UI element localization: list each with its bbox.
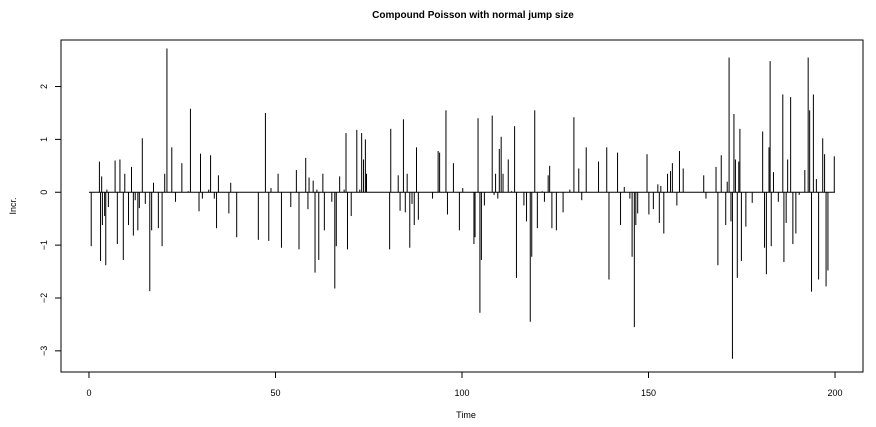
x-tick-label: 0 bbox=[86, 388, 91, 398]
plot-frame bbox=[60, 39, 864, 373]
y-tick-label: 0 bbox=[39, 190, 49, 195]
x-tick-label: 100 bbox=[454, 388, 469, 398]
y-tick-label: −3 bbox=[39, 346, 49, 356]
y-tick-label: −1 bbox=[39, 240, 49, 250]
x-axis-label: Time bbox=[456, 410, 476, 420]
y-tick-label: 1 bbox=[39, 137, 49, 142]
x-tick-label: 150 bbox=[641, 388, 656, 398]
x-tick-label: 50 bbox=[270, 388, 280, 398]
chart-title: Compound Poisson with normal jump size bbox=[372, 10, 574, 21]
y-tick-label: −2 bbox=[39, 293, 49, 303]
x-tick-label: 200 bbox=[828, 388, 843, 398]
y-tick-label: 2 bbox=[39, 84, 49, 89]
y-axis: −3 −2 −1 0 1 2 bbox=[39, 84, 61, 356]
jump-series bbox=[88, 48, 836, 359]
x-axis: 0 50 100 150 200 bbox=[86, 372, 843, 398]
y-axis-label: Incr. bbox=[8, 197, 18, 214]
